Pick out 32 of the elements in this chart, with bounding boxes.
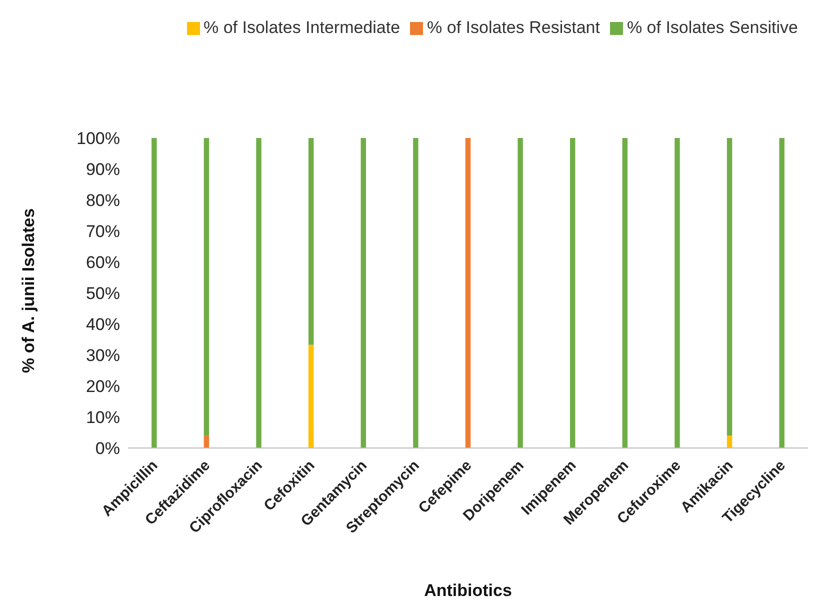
y-tick-label: 90% xyxy=(86,160,120,180)
y-tick-label: 30% xyxy=(86,346,120,366)
bar xyxy=(360,138,366,448)
y-tick-label: 80% xyxy=(86,191,120,210)
bar xyxy=(518,138,523,448)
x-axis-title: Antibiotics xyxy=(424,581,512,600)
bar xyxy=(204,138,210,436)
bar xyxy=(779,138,784,448)
bar xyxy=(152,138,157,448)
y-tick-label: 0% xyxy=(95,439,120,458)
legend-label: % of Isolates Sensitive xyxy=(626,18,798,37)
bar xyxy=(726,436,732,448)
bar xyxy=(308,138,314,345)
bar xyxy=(726,138,732,436)
y-tick-label: 10% xyxy=(86,408,120,428)
bar xyxy=(413,138,418,448)
bar xyxy=(570,138,576,448)
legend-label: % of Isolates Intermediate xyxy=(204,18,400,37)
y-tick-label: 20% xyxy=(86,377,120,396)
y-tick-label: 40% xyxy=(86,315,120,334)
bar xyxy=(622,138,628,448)
y-tick-label: 100% xyxy=(76,129,120,148)
y-tick-label: 60% xyxy=(86,253,120,272)
legend-label: % of Isolates Resistant xyxy=(427,18,600,37)
y-axis-title: % of A. junii Isolates xyxy=(19,208,38,373)
bar xyxy=(256,138,262,448)
bar xyxy=(465,138,471,448)
y-tick-label: 50% xyxy=(86,284,120,304)
bar xyxy=(674,138,680,448)
bar xyxy=(308,344,314,448)
bar xyxy=(204,436,210,448)
y-tick-label: 70% xyxy=(86,222,120,242)
